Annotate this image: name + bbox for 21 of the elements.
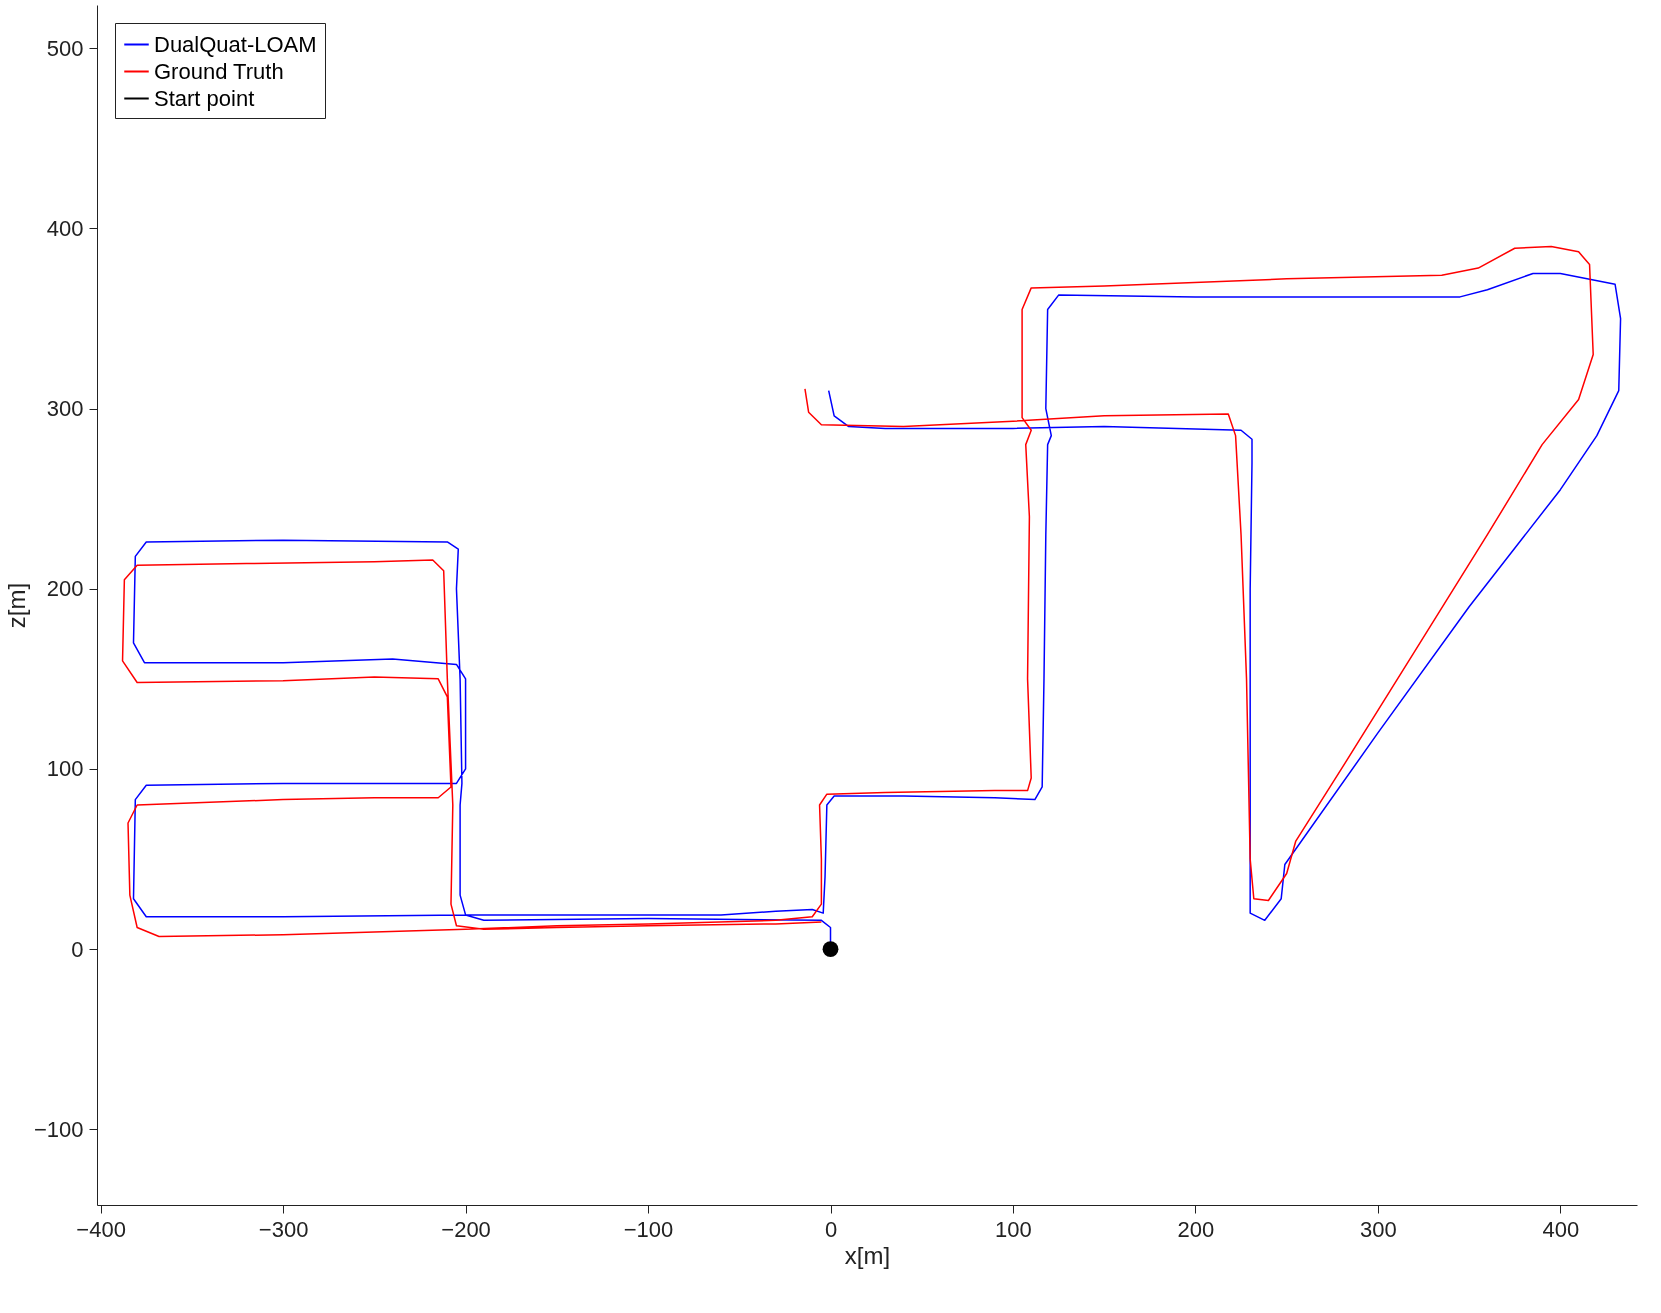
x-tick-label: 100 <box>995 1216 1032 1242</box>
x-tick-label: −400 <box>76 1216 126 1242</box>
x-axis-title: x[m] <box>844 1241 891 1269</box>
x-tick-label: 400 <box>1542 1216 1580 1242</box>
y-tick-label: 500 <box>46 35 84 61</box>
x-tick-label: −100 <box>623 1216 674 1242</box>
y-tick-label: 100 <box>46 756 84 782</box>
y-axis-title: z[m] <box>2 582 30 629</box>
x-tick-label: 200 <box>1177 1216 1215 1242</box>
x-tick-label: 0 <box>824 1216 838 1242</box>
y-tick-label: 0 <box>71 936 84 962</box>
y-tick-label: 400 <box>46 215 84 241</box>
x-tick-label: −300 <box>258 1216 309 1242</box>
legend-label: DualQuat-LOAM <box>154 31 317 57</box>
legend-label: Ground Truth <box>154 58 284 84</box>
y-tick-label: 200 <box>46 576 84 602</box>
x-tick-label: −200 <box>441 1216 491 1242</box>
y-tick-label: 300 <box>46 396 84 422</box>
legend-label: Start point <box>154 85 255 111</box>
y-tick-label: −100 <box>33 1116 84 1142</box>
x-tick-label: 300 <box>1360 1216 1397 1242</box>
